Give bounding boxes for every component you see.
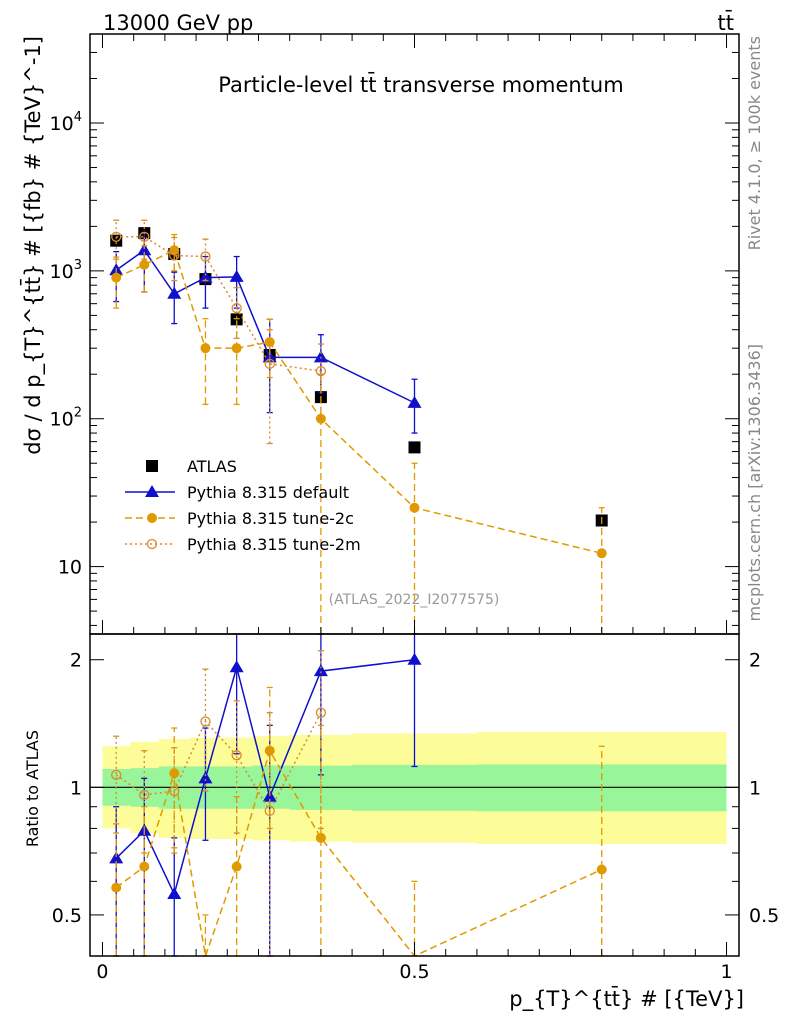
- main-y-axis-label: dσ / d p_{T}^{tt̄} # [{fb} # {TeV}^-1]: [20, 36, 46, 455]
- ratio-y-tick-label-right: 1: [749, 777, 761, 799]
- ratio-point-default: [167, 887, 182, 900]
- main-y-tick-label: 102: [50, 406, 82, 431]
- plot-title: Particle-level tt̄ transverse momentum: [218, 72, 623, 97]
- main-point-tune2m: [139, 231, 150, 242]
- ratio-point-default: [109, 851, 124, 864]
- main-point-tune2m: [315, 365, 327, 377]
- legend-marker-default: [145, 485, 159, 497]
- ratio-y-tick-label-right: 2: [749, 650, 761, 672]
- main-line-tune2m: [116, 236, 321, 372]
- ratio-point-tune2c: [111, 882, 122, 893]
- mcplots-label: mcplots.cern.ch [arXiv:1306.3436]: [745, 344, 764, 621]
- legend-marker-tune2c: [147, 513, 157, 523]
- legend-entry-default: Pythia 8.315 default: [125, 483, 349, 502]
- main-point-tune2c: [596, 548, 607, 559]
- x-tick-label: 0.5: [399, 961, 429, 983]
- ratio-y-tick-label-left: 1: [70, 777, 82, 799]
- main-y-tick-label: 104: [50, 110, 82, 135]
- ratio-point-tune2m: [200, 716, 211, 727]
- legend-label-tune2c: Pythia 8.315 tune-2c: [187, 509, 354, 528]
- ratio-y-axis-label: Ratio to ATLAS: [23, 730, 42, 847]
- main-point-tune2m: [169, 250, 180, 261]
- main-point-atlas: [230, 313, 243, 326]
- process-label: tt̄: [718, 10, 734, 35]
- legend-marker-atlas: [146, 460, 158, 472]
- ratio-point-default: [407, 652, 422, 665]
- legend: ATLAS Pythia 8.315 default Pythia 8.315 tu…: [125, 457, 361, 554]
- main-point-tune2m: [200, 251, 211, 262]
- ratio-point-default: [313, 664, 328, 677]
- legend-marker-tune2m: [146, 538, 158, 550]
- main-series-atlas: [110, 227, 608, 527]
- main-point-atlas: [408, 441, 421, 454]
- x-tick-label: 1: [720, 961, 732, 983]
- rivet-version-label: Rivet 4.1.0, ≥ 100k events: [745, 36, 764, 250]
- ratio-y-tick-label-right: 0.5: [749, 905, 779, 927]
- ratio-point-tune2c: [139, 861, 150, 872]
- ratio-point-tune2m: [264, 805, 275, 817]
- ratio-y-tick-label-left: 2: [70, 650, 82, 672]
- ratio-point-tune2c: [231, 861, 242, 872]
- main-point-default: [137, 243, 152, 256]
- ratio-point-tune2m: [315, 707, 327, 718]
- main-line-default: [115, 249, 415, 404]
- ratio-point-tune2m: [111, 769, 122, 781]
- ratio-panel-series: [109, 633, 607, 957]
- main-point-tune2c: [231, 343, 242, 354]
- main-point-tune2m: [264, 358, 275, 370]
- main-series-default: [109, 232, 422, 434]
- legend-entry-atlas: ATLAS: [146, 457, 237, 476]
- main-point-default: [262, 350, 277, 363]
- main-point-tune2c: [409, 502, 420, 513]
- x-tick-label: 0: [96, 961, 108, 983]
- ratio-point-tune2c: [596, 864, 607, 875]
- main-point-tune2m: [111, 231, 122, 242]
- axis-ticks: 10 102 103 104 0.5 0.5 1 1 2 2 0 0.5 1: [50, 33, 779, 983]
- main-point-default: [313, 350, 328, 363]
- x-axis-label: p_{T}^{tt̄} # [{TeV}]: [509, 986, 744, 1012]
- legend-label-tune2m: Pythia 8.315 tune-2m: [187, 535, 361, 554]
- main-point-tune2c: [139, 259, 150, 270]
- ratio-line-default: [115, 658, 415, 897]
- ratio-point-default: [229, 660, 244, 673]
- ratio-series-tune2m: [111, 650, 327, 957]
- legend-label-default: Pythia 8.315 default: [187, 483, 349, 502]
- main-panel-series: [109, 219, 608, 635]
- main-point-tune2c: [111, 272, 122, 283]
- ratio-point-default: [198, 771, 213, 784]
- main-y-tick-label: 103: [50, 258, 82, 283]
- legend-entry-tune2c: Pythia 8.315 tune-2c: [125, 509, 354, 528]
- energy-label: 13000 GeV pp: [103, 11, 253, 35]
- main-y-tick-label: 10: [58, 557, 82, 579]
- main-line-tune2c: [115, 249, 602, 555]
- ratio-point-tune2m: [139, 789, 150, 800]
- main-series-tune2m: [111, 219, 327, 445]
- main-point-tune2c: [200, 343, 211, 354]
- ratio-point-tune2c: [169, 768, 180, 779]
- main-point-default: [407, 395, 422, 408]
- ratio-point-tune2m: [169, 785, 180, 797]
- ratio-point-tune2m: [231, 750, 242, 761]
- legend-label-atlas: ATLAS: [187, 457, 237, 476]
- main-point-default: [229, 269, 244, 282]
- main-point-default: [198, 270, 213, 283]
- main-series-tune2c: [111, 233, 607, 635]
- main-point-default: [167, 286, 182, 299]
- analysis-watermark: (ATLAS_2022_I2077575): [329, 592, 500, 608]
- ratio-point-tune2c: [315, 832, 326, 843]
- legend-entry-tune2m: Pythia 8.315 tune-2m: [125, 535, 361, 554]
- ratio-y-tick-label-left: 0.5: [52, 905, 82, 927]
- main-point-tune2m: [231, 302, 242, 314]
